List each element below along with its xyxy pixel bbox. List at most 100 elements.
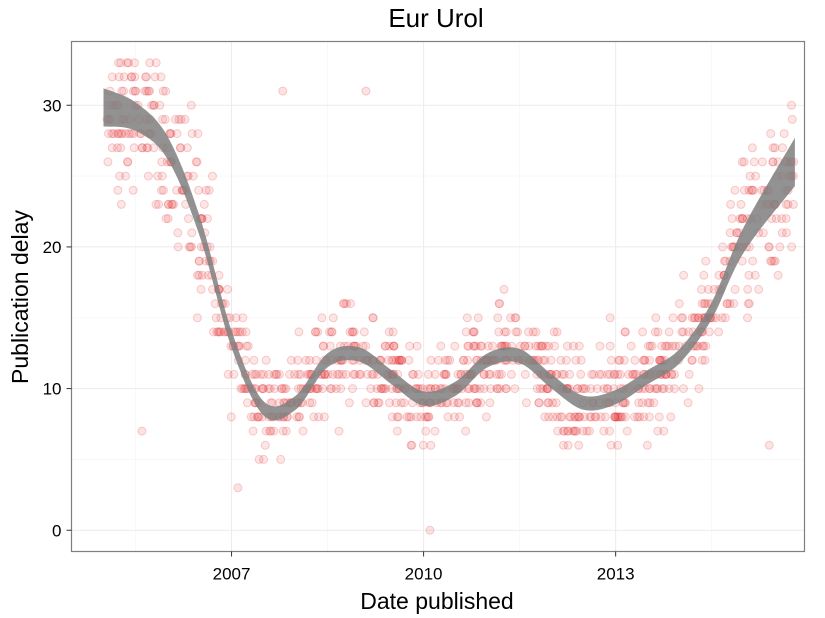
data-point xyxy=(610,412,620,422)
data-point xyxy=(409,369,418,379)
data-point xyxy=(750,270,760,280)
data-point xyxy=(231,327,241,337)
data-point xyxy=(613,369,623,379)
data-point xyxy=(609,369,619,379)
data-point xyxy=(743,284,753,294)
data-point xyxy=(258,384,268,394)
data-point xyxy=(781,199,791,209)
data-point xyxy=(449,398,459,408)
data-point xyxy=(326,384,335,394)
data-point xyxy=(421,426,431,436)
data-point xyxy=(404,355,414,365)
data-point xyxy=(476,341,486,351)
data-point xyxy=(605,341,615,351)
data-point xyxy=(628,369,638,379)
data-point xyxy=(348,327,358,337)
data-point xyxy=(650,384,660,394)
data-point xyxy=(497,369,506,379)
data-point xyxy=(450,412,459,422)
data-point xyxy=(130,86,140,96)
data-point xyxy=(493,313,503,323)
data-point xyxy=(147,100,157,110)
data-point xyxy=(544,398,554,408)
data-point xyxy=(317,313,327,323)
data-point xyxy=(175,143,185,153)
y-tick-label: 20 xyxy=(43,238,62,257)
data-point xyxy=(311,384,321,394)
data-point xyxy=(274,369,284,379)
data-point xyxy=(249,412,259,422)
data-point xyxy=(246,412,256,422)
data-point xyxy=(599,384,609,394)
data-point xyxy=(196,284,206,294)
data-point xyxy=(293,369,303,379)
data-point xyxy=(173,242,183,252)
data-point xyxy=(261,426,271,436)
data-point xyxy=(506,369,516,379)
data-point xyxy=(116,199,126,209)
data-point xyxy=(764,242,774,252)
data-point xyxy=(269,426,279,436)
data-point xyxy=(143,143,153,153)
data-point xyxy=(613,412,623,422)
data-point xyxy=(586,412,596,422)
data-point xyxy=(650,327,660,337)
data-point xyxy=(644,412,654,422)
data-point xyxy=(720,313,730,323)
data-point xyxy=(137,143,147,153)
data-point xyxy=(565,369,575,379)
x-tick-label: 2013 xyxy=(597,565,635,584)
data-point xyxy=(378,384,388,394)
data-point xyxy=(653,426,663,436)
data-point xyxy=(127,129,136,139)
data-point xyxy=(150,72,160,82)
data-point xyxy=(615,369,625,379)
data-point xyxy=(743,299,753,309)
data-point xyxy=(384,327,394,337)
data-point xyxy=(369,398,379,408)
data-point xyxy=(305,355,315,365)
data-point xyxy=(533,341,543,351)
data-point xyxy=(745,171,755,181)
y-axis-title: Publication delay xyxy=(7,210,33,384)
data-point xyxy=(528,327,538,337)
data-point xyxy=(167,199,176,209)
data-point xyxy=(735,214,745,224)
data-point xyxy=(568,341,578,351)
data-point xyxy=(157,157,167,167)
data-point xyxy=(720,256,729,266)
data-point xyxy=(311,327,321,337)
data-point xyxy=(689,313,699,323)
data-point xyxy=(659,384,669,394)
data-point xyxy=(369,398,379,408)
data-point xyxy=(552,412,562,422)
data-point xyxy=(408,369,417,379)
data-point xyxy=(592,384,602,394)
data-point xyxy=(459,355,469,365)
data-point xyxy=(149,143,159,153)
data-point xyxy=(469,327,479,337)
data-point xyxy=(406,440,416,450)
data-point xyxy=(186,100,196,110)
data-point xyxy=(549,327,559,337)
data-point xyxy=(788,199,798,209)
data-point xyxy=(748,185,758,195)
data-point xyxy=(372,384,382,394)
data-point xyxy=(251,369,261,379)
data-point xyxy=(395,355,405,365)
data-point xyxy=(473,313,483,323)
data-point xyxy=(495,384,505,394)
data-point xyxy=(722,299,732,309)
data-point xyxy=(471,384,481,394)
data-point xyxy=(749,157,759,167)
data-point xyxy=(407,440,417,450)
data-point xyxy=(615,355,625,365)
data-point xyxy=(356,369,366,379)
data-point xyxy=(319,341,329,351)
data-point xyxy=(440,355,450,365)
data-point xyxy=(341,369,351,379)
data-point xyxy=(242,398,252,408)
chart-title: Eur Urol xyxy=(388,3,483,33)
data-point xyxy=(279,384,289,394)
data-point xyxy=(157,171,167,181)
